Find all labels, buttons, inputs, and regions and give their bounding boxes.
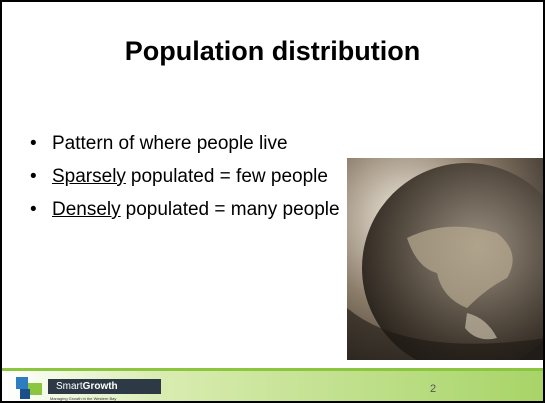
bullet-text: populated = many people xyxy=(126,199,340,220)
logo-text: SmartGrowth xyxy=(48,379,161,394)
logo-tagline: Managing Growth in the Western Bay xyxy=(50,396,116,401)
bullet: Pattern of where people live xyxy=(30,132,342,155)
globe-photo xyxy=(347,158,545,360)
logo-icon xyxy=(14,375,48,402)
slide-title: Population distribution xyxy=(2,36,543,67)
page: Population distribution Pattern of where… xyxy=(0,0,545,403)
bullet-keyword: Sparsely xyxy=(52,166,126,187)
logo-light: Smart xyxy=(56,381,83,392)
footer-bar: SmartGrowth Managing Growth in the Weste… xyxy=(2,368,543,403)
page-number: 2 xyxy=(430,383,436,395)
logo-bold: Growth xyxy=(83,381,118,392)
bullet-keyword: Densely xyxy=(52,199,121,220)
logo: SmartGrowth Managing Growth in the Weste… xyxy=(14,375,164,402)
slide: Population distribution Pattern of where… xyxy=(0,0,545,403)
bullet-text: Pattern of where people live xyxy=(52,133,288,154)
bullet-text: populated = few people xyxy=(131,166,328,187)
bullet-list: Pattern of where people live Sparselypopu… xyxy=(30,132,342,231)
